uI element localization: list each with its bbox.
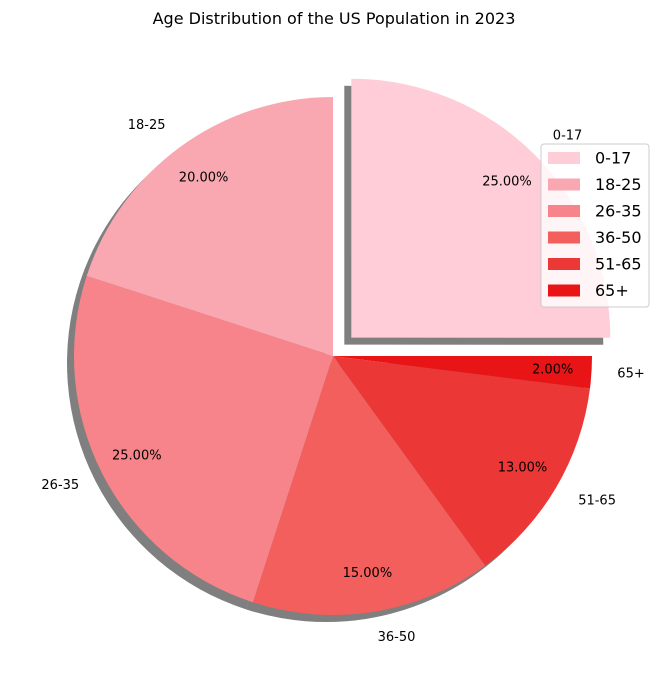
legend-label-65plus: 65+ bbox=[595, 281, 629, 300]
legend-swatch-18-25 bbox=[548, 178, 580, 191]
slice-18-25 bbox=[86, 97, 334, 356]
legend-swatch-26-35 bbox=[548, 205, 580, 217]
percent-label-0-17: 25.00% bbox=[482, 175, 532, 190]
slice-26-35 bbox=[74, 275, 334, 603]
percent-label-36-50: 15.00% bbox=[343, 566, 393, 581]
slice-65plus bbox=[333, 356, 593, 389]
legend-swatch-0-17 bbox=[548, 152, 580, 164]
slice-label-18-25: 18-25 bbox=[128, 118, 166, 133]
slice-label-51-65: 51-65 bbox=[578, 494, 616, 509]
slice-36-50 bbox=[252, 356, 486, 616]
chart-title: Age Distribution of the US Population in… bbox=[153, 9, 516, 28]
legend-label-18-25: 18-25 bbox=[595, 175, 642, 194]
slice-label-26-35: 26-35 bbox=[41, 478, 79, 493]
legend: 0-17 18-25 26-35 36-50 51-65 65+ bbox=[540, 143, 650, 308]
legend-label-36-50: 36-50 bbox=[595, 228, 642, 247]
legend-label-0-17: 0-17 bbox=[595, 149, 631, 168]
percent-label-18-25: 20.00% bbox=[179, 170, 229, 185]
slice-51-65 bbox=[333, 356, 590, 566]
slice-layer bbox=[74, 78, 611, 616]
percent-label-26-35: 25.00% bbox=[112, 448, 162, 463]
label-layer: 0-17 25.00% 18-25 20.00% 26-35 25.00% 36-50 15.… bbox=[41, 118, 644, 645]
slice-label-0-17: 0-17 bbox=[553, 129, 583, 144]
slice-label-65plus: 65+ bbox=[617, 366, 644, 381]
percent-label-51-65: 13.00% bbox=[498, 461, 548, 476]
legend-swatch-36-50 bbox=[548, 231, 580, 244]
legend-label-51-65: 51-65 bbox=[595, 255, 642, 274]
legend-swatch-51-65 bbox=[548, 258, 580, 270]
legend-label-26-35: 26-35 bbox=[595, 202, 642, 221]
legend-swatch-65plus bbox=[548, 284, 580, 297]
percent-label-65plus: 2.00% bbox=[532, 362, 573, 377]
slice-label-36-50: 36-50 bbox=[378, 630, 416, 645]
